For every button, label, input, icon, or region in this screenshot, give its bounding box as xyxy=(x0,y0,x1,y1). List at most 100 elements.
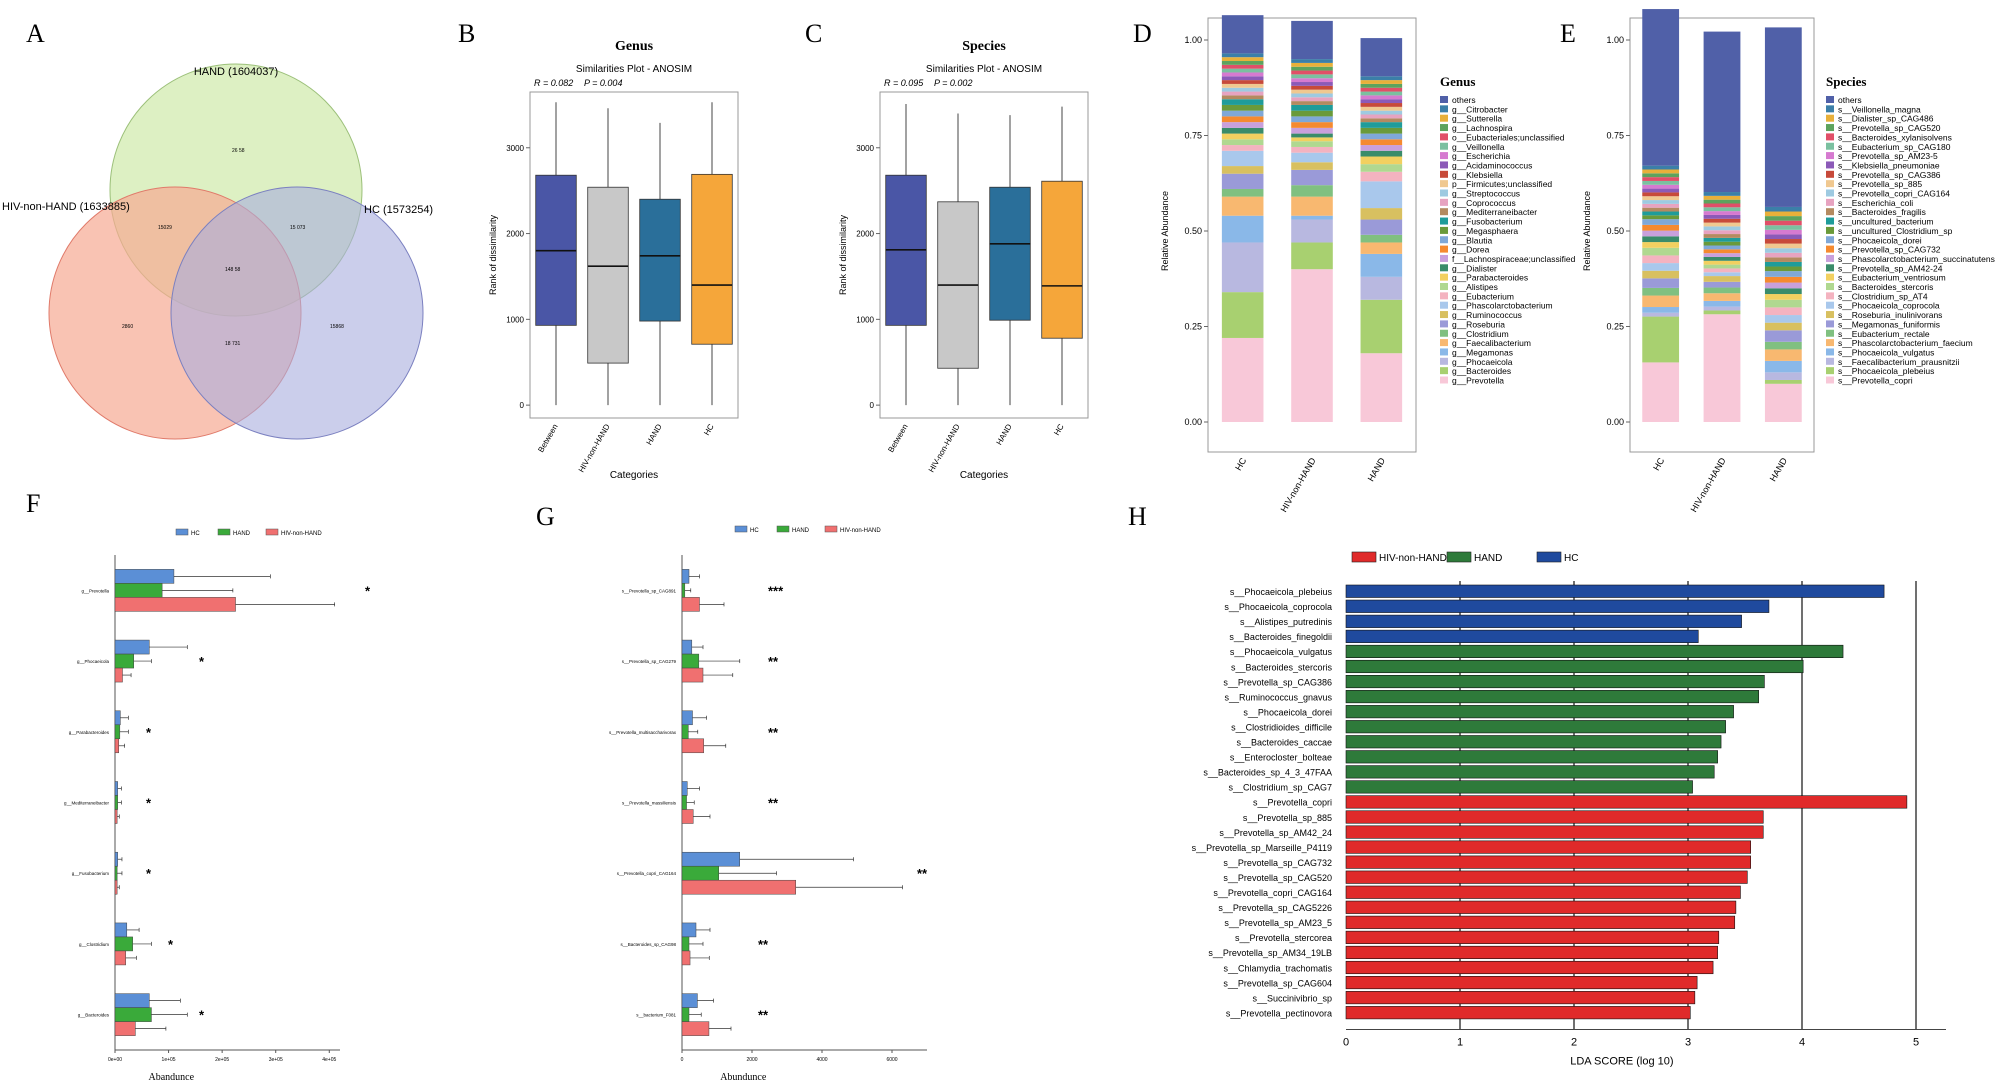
legend-label: g__Lachnospira xyxy=(1452,123,1513,133)
stack-segment xyxy=(1221,122,1264,128)
legend-swatch xyxy=(217,528,231,536)
y-tick-label: g__Prevotella xyxy=(81,588,109,593)
stack-segment xyxy=(1642,200,1680,204)
stack-segment xyxy=(1703,199,1741,204)
box-iqr xyxy=(587,186,629,364)
panel-label-h: H xyxy=(1128,502,1147,531)
legend-label: s__Clostridium_sp_AT4 xyxy=(1838,291,1928,301)
lda-bar xyxy=(1345,690,1759,704)
y-tick-label: g__Bacteroides xyxy=(78,1013,110,1018)
y-tick-label: s__Bacteroides_sp_CAG98 xyxy=(620,942,676,947)
legend-swatch xyxy=(1440,283,1448,290)
stack-segment xyxy=(1221,173,1264,189)
legend-swatch xyxy=(1440,320,1448,328)
stack-segment xyxy=(1221,242,1264,293)
legend-label: g__Acidaminococcus xyxy=(1452,160,1532,170)
bar xyxy=(114,879,118,895)
legend-swatch xyxy=(1826,348,1834,356)
stack-segment xyxy=(1764,257,1802,262)
stack-segment xyxy=(1291,93,1333,98)
stack-segment xyxy=(1291,133,1333,138)
stack-segment xyxy=(1703,249,1741,254)
legend-label: s__Eubacterium_sp_CAG180 xyxy=(1838,142,1951,152)
legend-label: s__Prevotella_sp_CAG386 xyxy=(1838,170,1941,180)
significance-label: * xyxy=(168,937,174,952)
stack-segment xyxy=(1221,64,1264,69)
lda-bar xyxy=(1345,870,1748,884)
bar xyxy=(681,865,719,881)
legend-swatch xyxy=(1826,217,1834,225)
stack-segment xyxy=(1360,133,1403,140)
legend-label: s__Bacteroides_xylanisolvens xyxy=(1838,132,1952,142)
lda-label: s__Bacteroides_caccae xyxy=(1236,738,1332,748)
stack-segment xyxy=(1360,127,1403,134)
stack-segment xyxy=(1291,85,1333,90)
x-tick-label: 1 xyxy=(1457,1036,1463,1048)
legend-title: Species xyxy=(1826,74,1866,89)
significance-label: * xyxy=(146,866,152,881)
panel-label-b: B xyxy=(458,19,475,48)
bar xyxy=(681,781,688,796)
stack-segment xyxy=(1764,243,1802,249)
lda-label: s__Prevotella_sp_CAG732 xyxy=(1223,858,1332,868)
stack-segment xyxy=(1360,122,1403,128)
legend-label: g__Klebsiella xyxy=(1452,170,1503,180)
stack-segment xyxy=(1703,256,1741,261)
stack-segment xyxy=(1642,247,1680,256)
y-tick-label: 0.25 xyxy=(1184,322,1202,332)
lda-label: s__Prevotella_sp_AM34_19LB xyxy=(1208,948,1332,958)
legend-label: g__Coprococcus xyxy=(1452,198,1516,208)
lda-label: s__Phocaeicola_coprocola xyxy=(1224,602,1332,612)
stack-segment xyxy=(1360,242,1403,254)
x-axis-title: Abundunce xyxy=(720,1072,767,1080)
stack-segment xyxy=(1764,288,1802,295)
legend-swatch xyxy=(1826,376,1834,384)
bar xyxy=(681,653,700,669)
significance-label: ** xyxy=(758,937,769,952)
significance-label: ** xyxy=(768,796,779,811)
stack-segment xyxy=(1764,271,1802,277)
legend-label: s__uncultured_Clostridium_sp xyxy=(1838,226,1953,236)
legend-label: f__Lachnospiraceae;unclassified xyxy=(1452,254,1576,264)
stack-segment xyxy=(1291,104,1333,111)
significance-label: * xyxy=(365,583,371,598)
y-tick-label: 1000 xyxy=(856,315,874,324)
stack-segment xyxy=(1764,261,1802,267)
y-tick-label: s__Prevotella_sp_CAG891 xyxy=(622,588,677,593)
lda-bar xyxy=(1345,930,1720,944)
legend-label: HC xyxy=(750,528,759,534)
stack-segment xyxy=(1764,294,1802,300)
stack-segment xyxy=(1221,127,1264,134)
x-axis-title: Abandunce xyxy=(148,1072,194,1080)
significance-label: * xyxy=(146,796,152,811)
lda-label: s__Phocaeicola_vulgatus xyxy=(1230,647,1333,657)
panel-label-a: A xyxy=(26,19,45,48)
legend-swatch xyxy=(1440,142,1448,150)
lda-label: s__Prevotella_sp_AM42_24 xyxy=(1219,828,1332,838)
stack-segment xyxy=(1360,114,1403,119)
venn-count-hand-hc: 15 073 xyxy=(290,225,306,231)
significance-label: * xyxy=(199,654,205,669)
stack-segment xyxy=(1221,116,1264,123)
stack-segment xyxy=(1221,110,1264,117)
stack-segment xyxy=(1291,219,1333,243)
stack-segment xyxy=(1360,150,1403,157)
legend-swatch xyxy=(1440,376,1448,384)
panel-label-c: C xyxy=(805,19,822,48)
legend-label: g__Dialister xyxy=(1452,263,1497,273)
stack-segment xyxy=(1360,80,1403,84)
stack-segment xyxy=(1221,337,1264,422)
box-p-value: P = 0.002 xyxy=(934,78,972,88)
legend-swatch xyxy=(1440,180,1448,188)
legend-label: g__Blautia xyxy=(1452,235,1492,245)
stack-segment xyxy=(1360,38,1403,77)
stack-segment xyxy=(1642,230,1680,237)
x-axis-title: Categories xyxy=(610,470,658,481)
stack-segment xyxy=(1703,230,1741,235)
legend-label: p__Firmicutes;unclassified xyxy=(1452,179,1552,189)
stack-segment xyxy=(1764,266,1802,272)
legend-label: g__Alistipes xyxy=(1452,282,1498,292)
lda-bar xyxy=(1345,855,1752,869)
lda-bar xyxy=(1345,750,1718,764)
